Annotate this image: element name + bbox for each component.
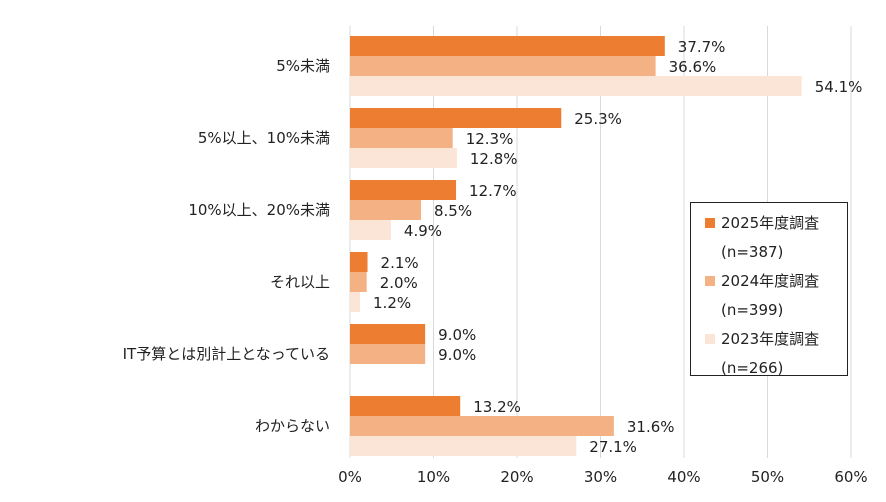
bars-layer	[350, 36, 802, 456]
legend-n-2023: (n=266)	[721, 359, 784, 377]
bar-2024年度調査	[350, 128, 453, 148]
bar-2023年度調査	[350, 292, 361, 312]
legend-label-2024: 2024年度調査	[721, 272, 820, 290]
bar-2023年度調査	[350, 436, 577, 456]
bar-2024年度調査	[350, 416, 614, 436]
bar-2024年度調査	[350, 344, 426, 364]
x-tick-labels-layer: 0% 10% 20% 30% 40% 50% 60%	[338, 468, 868, 486]
category-label: 10%以上、20%未満	[188, 201, 330, 219]
legend-n-2024: (n=399)	[721, 301, 784, 319]
data-label: 36.6%	[669, 58, 717, 76]
x-tick-label: 30%	[584, 468, 617, 486]
data-label: 12.8%	[470, 150, 518, 168]
data-label: 12.7%	[469, 182, 517, 200]
category-label: 5%未満	[276, 57, 330, 75]
category-label: わからない	[255, 417, 330, 435]
category-label: 5%以上、10%未満	[198, 129, 330, 147]
data-label: 25.3%	[574, 110, 622, 128]
bar-2024年度調査	[350, 272, 367, 292]
bar-2023年度調査	[350, 148, 457, 168]
data-label: 1.2%	[373, 294, 411, 312]
bar-2025年度調査	[350, 252, 368, 272]
value-labels-layer: 37.7% 36.6% 54.1% 25.3% 12.3% 12.8% 12.7% 8.5% 4…	[373, 38, 862, 456]
data-label: 12.3%	[466, 130, 514, 148]
bar-2024年度調査	[350, 200, 421, 220]
data-label: 8.5%	[434, 202, 472, 220]
x-tick-label: 50%	[751, 468, 784, 486]
data-label: 2.0%	[380, 274, 418, 292]
legend-swatch-2023	[705, 334, 715, 344]
x-tick-label: 40%	[667, 468, 700, 486]
bar-2025年度調査	[350, 108, 562, 128]
legend-item-2023: 2023年度調査 (n=266)	[705, 325, 841, 383]
category-label: IT予算とは別計上となっている	[123, 345, 330, 363]
data-label: 31.6%	[627, 418, 675, 436]
data-label: 37.7%	[678, 38, 726, 56]
legend-item-2025: 2025年度調査 (n=387)	[705, 209, 841, 267]
data-label: 13.2%	[473, 398, 521, 416]
x-tick-label: 10%	[417, 468, 450, 486]
data-label: 9.0%	[438, 346, 476, 364]
legend-n-2025: (n=387)	[721, 243, 784, 261]
legend-swatch-2025	[705, 218, 715, 228]
data-label: 9.0%	[438, 326, 476, 344]
legend-label-2025: 2025年度調査	[721, 214, 820, 232]
bar-2025年度調査	[350, 396, 461, 416]
x-tick-label: 0%	[338, 468, 362, 486]
bar-2023年度調査	[350, 76, 802, 96]
x-tick-label: 60%	[834, 468, 867, 486]
data-label: 4.9%	[404, 222, 442, 240]
data-label: 27.1%	[589, 438, 637, 456]
bar-2025年度調査	[350, 324, 426, 344]
legend-item-2024: 2024年度調査 (n=399)	[705, 267, 841, 325]
bar-2024年度調査	[350, 56, 656, 76]
bar-2025年度調査	[350, 36, 665, 56]
legend-swatch-2024	[705, 276, 715, 286]
data-label: 54.1%	[815, 78, 863, 96]
legend-label-2023: 2023年度調査	[721, 330, 820, 348]
x-tick-label: 20%	[500, 468, 533, 486]
bar-2025年度調査	[350, 180, 457, 200]
data-label: 2.1%	[381, 254, 419, 272]
bar-2023年度調査	[350, 220, 391, 240]
legend: 2025年度調査 (n=387) 2024年度調査 (n=399) 2023年度…	[690, 202, 848, 377]
category-label: それ以上	[270, 273, 330, 291]
